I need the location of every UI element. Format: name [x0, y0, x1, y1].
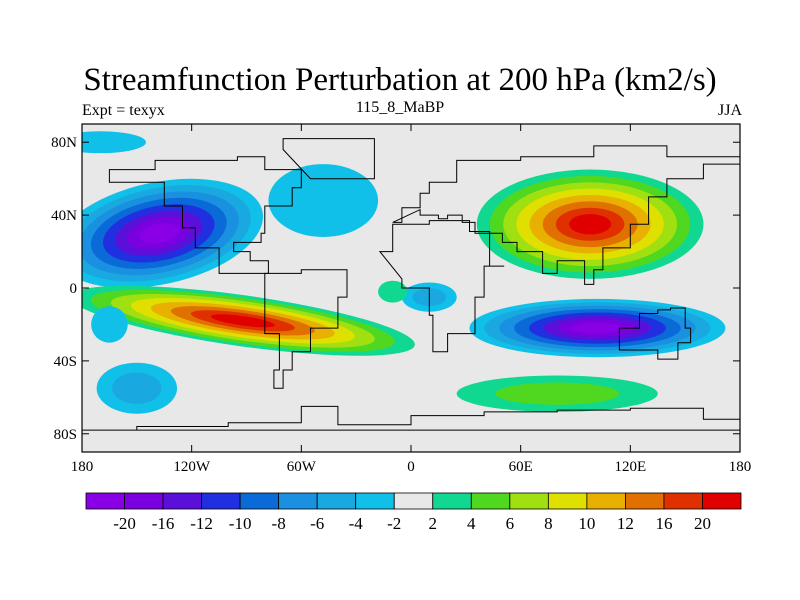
arctic-low-region	[82, 131, 146, 154]
contour-fields	[82, 131, 726, 414]
colorbar-swatch	[663, 492, 703, 510]
colorbar-swatch	[547, 492, 588, 510]
colorbar-swatch	[201, 492, 241, 510]
southern-ocean-high-region	[456, 375, 658, 412]
greenland-coast	[282, 138, 375, 180]
x-tick-label: 180	[71, 459, 94, 475]
contour-band	[112, 372, 162, 404]
colorbar-label: 8	[544, 514, 553, 533]
y-tick-label: 80S	[54, 427, 77, 443]
colorbar-label: 20	[694, 514, 711, 533]
colorbar-swatch	[355, 492, 395, 510]
contour-band	[573, 322, 622, 334]
eurasia-coast	[392, 145, 740, 285]
contour-band	[139, 223, 179, 244]
x-tick-label: 120W	[173, 459, 211, 475]
case-label: 115_8_MaBP	[355, 99, 445, 116]
contour-band	[210, 314, 275, 328]
contour-band	[495, 382, 620, 405]
contour-band	[91, 306, 128, 343]
colorbar-label: -10	[229, 514, 252, 533]
contour-band	[569, 214, 612, 235]
season-label: JJA	[717, 102, 742, 119]
colorbar-label: 2	[429, 514, 438, 533]
colorbar-swatch	[316, 492, 357, 510]
colorbar-swatch	[393, 492, 434, 510]
colorbar-label: 12	[617, 514, 634, 533]
colorbar-label: -20	[113, 514, 136, 533]
indian-ocean-low-region	[469, 298, 726, 358]
colorbar-label: -4	[349, 514, 364, 533]
colorbar: -20 -16 -12 -10 -8 -6 -4 -2 2 4 6 8 10 12 16 20	[85, 492, 742, 533]
x-tick-label: 0	[407, 459, 415, 475]
colorbar-label: -8	[272, 514, 286, 533]
north-america-coast	[108, 156, 302, 274]
plot-area	[82, 124, 740, 452]
contour-band	[378, 280, 408, 303]
colorbar-swatch	[85, 492, 125, 510]
colorbar-label: -2	[387, 514, 401, 533]
asian-high-region	[476, 169, 704, 279]
colorbar-swatch	[162, 492, 202, 510]
contour-band	[82, 131, 146, 154]
north-pacific-low-region	[82, 178, 264, 288]
colorbar-label: -6	[310, 514, 324, 533]
sh-pacific-high-region	[82, 285, 415, 356]
contour-band	[268, 164, 379, 237]
colorbar-swatch	[625, 492, 665, 510]
antarctica-coast	[82, 405, 740, 431]
south-pacific-low-region	[96, 362, 178, 414]
africa-coast	[378, 220, 505, 353]
x-tick-label: 120E	[614, 459, 646, 475]
south-america-coast	[264, 269, 348, 389]
colorbar-swatch	[470, 492, 511, 510]
colorbar-swatch	[278, 492, 318, 510]
north-atlantic-low-region	[268, 164, 379, 237]
colorbar-swatch	[239, 492, 280, 510]
colorbar-swatch	[586, 492, 626, 510]
colorbar-label: 4	[467, 514, 476, 533]
coastlines	[82, 138, 740, 431]
colorbar-swatch	[124, 492, 164, 510]
colorbar-swatch	[432, 492, 472, 510]
colorbar-label: -12	[190, 514, 213, 533]
y-tick-label: 80N	[51, 135, 77, 151]
colorbar-swatch	[702, 492, 742, 510]
y-tick-label: 0	[70, 281, 78, 297]
map-title: Streamfunction Perturbation at 200 hPa (…	[83, 62, 717, 98]
axes: 180 120W 60W 0 60E 120E 180 80N 40N 0 40S 80S	[51, 124, 751, 475]
colorbar-label: 10	[578, 514, 595, 533]
experiment-label: Expt = texyx	[82, 102, 165, 119]
x-tick-label: 60E	[509, 459, 533, 475]
colorbar-label: 16	[655, 514, 672, 533]
x-tick-label: 180	[729, 459, 752, 475]
colorbar-label: 6	[506, 514, 515, 533]
colorbar-label: -16	[152, 514, 175, 533]
south-indian-low-region	[91, 306, 128, 343]
colorbar-swatch	[509, 492, 549, 510]
australia-coast	[618, 307, 692, 360]
y-tick-label: 40S	[54, 354, 77, 370]
y-tick-label: 40N	[51, 208, 77, 224]
african-high-region	[378, 280, 408, 303]
x-tick-label: 60W	[287, 459, 317, 475]
